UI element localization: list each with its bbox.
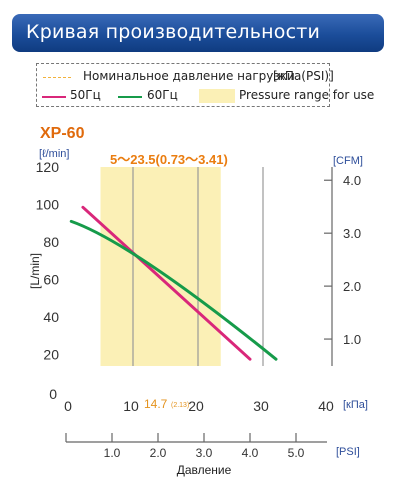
series-layer (69, 205, 278, 361)
psi-tick-label: 2.0 (150, 446, 167, 460)
legend-50hz-label: 50Гц (70, 88, 101, 102)
legend-range-swatch (199, 89, 235, 103)
legend-rated-pressure-label: Номинальное давление нагрузки (83, 69, 295, 83)
right-tick-label: 3.0 (343, 226, 361, 241)
axes-layer: 1.0 2.0 3.0 4.0 20 40 60 80 100 120 00 10 20 30 40 1.0 2… (36, 159, 361, 460)
y-origin-label: 0 (49, 386, 57, 402)
rated-pressure-psi: (2.13) (171, 402, 189, 409)
y-tick-label: 100 (36, 197, 60, 213)
model-title: XP-60 (40, 125, 85, 142)
legend-60hz-swatch (118, 96, 142, 98)
x-tick-label: 40 (318, 398, 334, 414)
legend-60hz-label: 60Гц (147, 88, 178, 102)
x-tick-label: 0 (64, 398, 72, 414)
legend-range-label: Pressure range for use (239, 88, 375, 102)
x-unit-kpa: [кПа] (343, 399, 368, 411)
y-tick-label: 80 (43, 234, 59, 250)
y-unit-left: [ℓ/min] (39, 148, 69, 160)
y-axis-label: [L/min] (28, 253, 42, 289)
title-banner: Кривая производительности (12, 14, 384, 52)
x-unit-psi: [PSI] (336, 446, 360, 458)
psi-tick-label: 5.0 (288, 446, 305, 460)
legend-rated-pressure-unit: [кПа(PSI)] (273, 69, 334, 83)
psi-tick-label: 4.0 (242, 446, 259, 460)
legend: Номинальное давление нагрузки [кПа(PSI)]… (36, 63, 374, 107)
series-line-60hz (69, 219, 278, 361)
page-title: Кривая производительности (26, 21, 321, 43)
y-tick-label: 60 (43, 272, 59, 288)
right-tick-label: 1.0 (343, 332, 361, 347)
x-tick-label: 20 (188, 398, 204, 414)
psi-tick-label: 1.0 (104, 446, 121, 460)
grid-layer (132, 167, 264, 366)
y-tick-label: 20 (43, 347, 59, 363)
range-annotation: 5～23.5(0.73～3.41) (110, 152, 228, 167)
x-tick-label: 30 (253, 398, 269, 414)
y-tick-label: 40 (43, 309, 59, 325)
rated-pressure-swatch (43, 77, 71, 78)
text-layer: XP-60 5～23.5(0.73～3.41) [ℓ/min] [CFM] [L… (28, 125, 368, 477)
right-tick-label: 4.0 (343, 173, 361, 188)
usage-range-layer (100, 167, 221, 366)
legend-50hz-swatch (42, 96, 66, 98)
psi-tick-label: 3.0 (196, 446, 213, 460)
right-tick-label: 2.0 (343, 279, 361, 294)
y-unit-right: [CFM] (333, 155, 363, 167)
x-axis-label: Давление (177, 463, 232, 477)
usage-range-band (100, 167, 221, 366)
y-tick-label: 120 (36, 159, 60, 175)
rated-pressure-value: 14.7 (144, 397, 168, 411)
x-tick-label: 10 (123, 398, 139, 414)
